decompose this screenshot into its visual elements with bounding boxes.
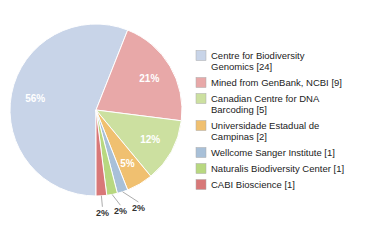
- chart: 56% 21% 12% 5% 2% 2% 2% Centre for Biodiversity…: [0, 0, 380, 240]
- legend-label: Mined from GenBank, NCBI [9]: [211, 77, 342, 88]
- leader-line: [112, 194, 120, 205]
- legend-label-line: CABI Bioscience [1]: [211, 179, 295, 190]
- legend-swatch: [196, 78, 206, 88]
- data-label: 5%: [120, 158, 135, 169]
- legend-swatch: [196, 180, 206, 190]
- data-label: 2%: [132, 203, 145, 213]
- legend-swatch: [196, 164, 206, 174]
- legend-label: Wellcome Sanger Institute [1]: [211, 147, 335, 158]
- leader-line: [123, 192, 139, 202]
- data-label: 2%: [96, 208, 109, 218]
- legend-label-line: Canadian Centre for DNA: [211, 93, 320, 104]
- legend-label: Universidade Estadual deCampinas [2]: [211, 120, 319, 142]
- data-label: 2%: [114, 206, 127, 216]
- slice: [96, 30, 182, 121]
- legend-swatch: [196, 94, 206, 104]
- legend-label-line: Naturalis Biodiversity Center [1]: [211, 163, 344, 174]
- legend-label-line: Wellcome Sanger Institute [1]: [211, 147, 335, 158]
- legend: Centre for BiodiversityGenomics [24] Mine…: [196, 50, 344, 190]
- legend-swatch: [196, 121, 206, 131]
- legend-label-line: Universidade Estadual de: [211, 120, 319, 131]
- data-label: 21%: [139, 73, 159, 84]
- data-label: 12%: [140, 134, 160, 145]
- legend-label-line: Mined from GenBank, NCBI [9]: [211, 77, 342, 88]
- slices: [10, 24, 182, 196]
- data-label: 56%: [25, 93, 45, 104]
- legend-label-line: Campinas [2]: [211, 131, 267, 142]
- legend-label: Centre for BiodiversityGenomics [24]: [211, 50, 305, 72]
- legend-swatch: [196, 148, 206, 158]
- legend-swatch: [196, 51, 206, 61]
- slice: [96, 110, 117, 195]
- legend-label: Canadian Centre for DNABarcoding [5]: [211, 93, 320, 115]
- legend-label-line: Genomics [24]: [211, 61, 272, 72]
- data-labels: 56% 21% 12% 5% 2% 2% 2%: [25, 73, 160, 218]
- legend-label: CABI Bioscience [1]: [211, 179, 295, 190]
- leader-line: [101, 196, 102, 207]
- legend-label: Naturalis Biodiversity Center [1]: [211, 163, 344, 174]
- legend-label-line: Barcoding [5]: [211, 104, 267, 115]
- legend-label-line: Centre for Biodiversity: [211, 50, 305, 61]
- slice: [96, 110, 107, 196]
